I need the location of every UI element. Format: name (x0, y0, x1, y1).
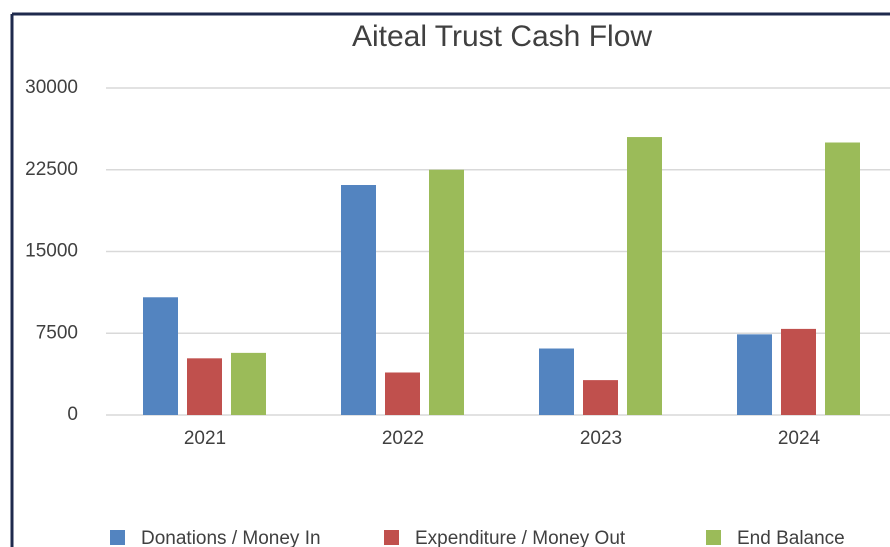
y-tick-label: 22500 (25, 159, 78, 180)
bar (583, 380, 618, 415)
bar (781, 328, 816, 415)
bar (825, 142, 860, 415)
y-tick-label: 0 (67, 404, 78, 425)
y-tick-label: 15000 (25, 241, 78, 262)
legend-label: End Balance (737, 528, 845, 547)
y-tick-label: 30000 (25, 77, 78, 98)
bar (231, 352, 266, 415)
x-tick-label: 2021 (184, 428, 226, 449)
chart-title: Aiteal Trust Cash Flow (352, 20, 652, 53)
bar (385, 372, 420, 415)
bar (627, 137, 662, 416)
legend-swatch (706, 530, 721, 545)
bar (341, 185, 376, 415)
x-tick-label: 2024 (778, 428, 821, 449)
legend-swatch (384, 530, 399, 545)
x-tick-label: 2022 (382, 428, 424, 449)
plot: Aiteal Trust Cash Flow 0 7500 15000 22500 30… (25, 20, 890, 547)
legend-label: Expenditure / Money Out (415, 528, 626, 547)
legend-label: Donations / Money In (141, 528, 321, 547)
bar (143, 297, 178, 415)
legend-swatch (110, 530, 125, 545)
bar (539, 348, 574, 415)
bar (429, 169, 464, 415)
x-tick-label: 2023 (580, 428, 622, 449)
bar (187, 358, 222, 415)
y-tick-label: 7500 (36, 322, 78, 343)
bar (737, 334, 772, 415)
